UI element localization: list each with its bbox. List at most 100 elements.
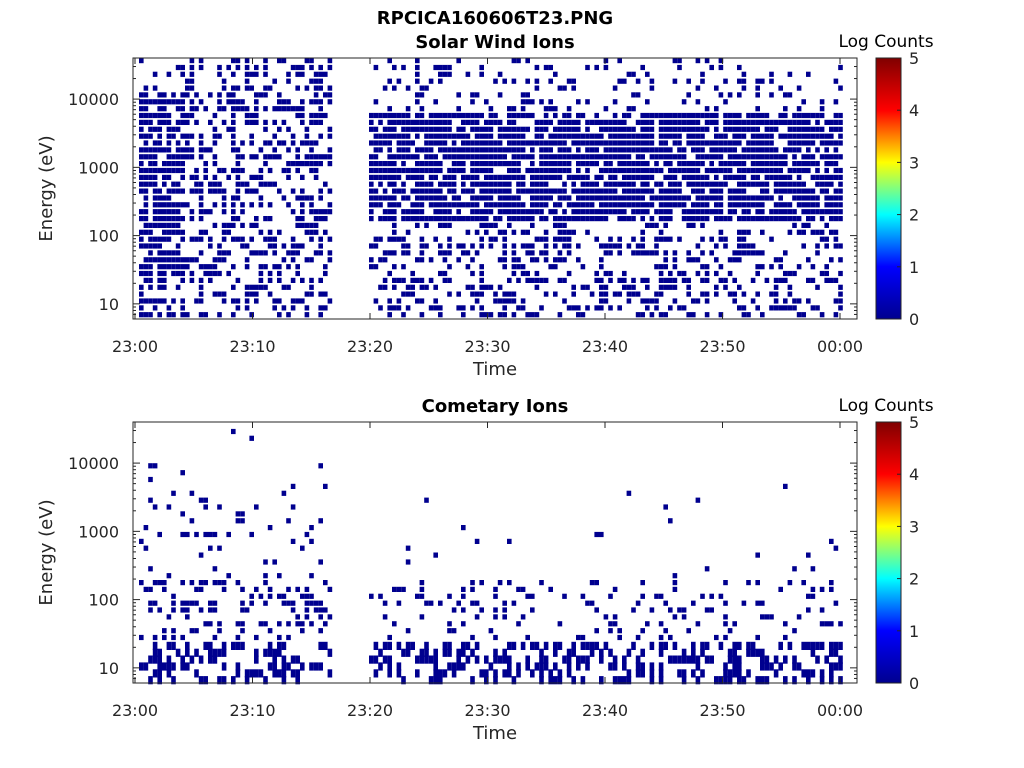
heatmap-cell	[824, 174, 829, 180]
heatmap-cell	[663, 161, 668, 167]
heatmap-cell	[668, 216, 673, 222]
heatmap-cell	[235, 662, 241, 671]
heatmap-cell	[203, 209, 208, 215]
heatmap-cell	[277, 106, 282, 112]
heatmap-cell	[175, 154, 181, 160]
colorbar-tick-label: 0	[909, 674, 919, 693]
heatmap-cell	[557, 250, 563, 256]
heatmap-cell	[580, 133, 586, 139]
heatmap-cell	[382, 195, 388, 201]
heatmap-cell	[258, 195, 264, 201]
heatmap-cell	[520, 264, 526, 270]
heatmap-cell	[838, 284, 843, 290]
heatmap-cell	[663, 222, 668, 228]
heatmap-cell	[755, 112, 760, 119]
heatmap-cell	[304, 222, 310, 228]
heatmap-cell	[171, 133, 176, 139]
heatmap-cell	[428, 154, 434, 160]
heatmap-cell	[263, 85, 268, 91]
heatmap-cell	[249, 112, 254, 119]
heatmap-cell	[304, 133, 310, 139]
heatmap-cell	[760, 161, 765, 167]
heatmap-cell	[695, 209, 701, 215]
heatmap-cell	[741, 154, 747, 160]
heatmap-cell	[548, 188, 553, 194]
heatmap-cell	[580, 655, 586, 664]
heatmap-cell	[543, 126, 549, 132]
heatmap-cell	[309, 277, 314, 283]
heatmap-cell	[451, 662, 457, 671]
heatmap-cell	[143, 140, 149, 146]
heatmap-cell	[415, 119, 420, 125]
heatmap-cell	[709, 140, 714, 146]
heatmap-cell	[157, 202, 162, 208]
heatmap-cell	[474, 133, 480, 139]
heatmap-cell	[681, 147, 687, 153]
heatmap-cell	[594, 531, 599, 538]
heatmap-cell	[672, 202, 678, 208]
heatmap-cell	[318, 463, 323, 469]
heatmap-cell	[465, 188, 471, 194]
heatmap-cell	[396, 119, 402, 125]
heatmap-cell	[741, 161, 747, 167]
heatmap-cell	[750, 147, 756, 153]
heatmap-cell	[640, 580, 645, 586]
heatmap-cell	[539, 133, 544, 139]
heatmap-cell	[166, 236, 172, 242]
heatmap-cell	[442, 222, 448, 228]
heatmap-cell	[272, 662, 277, 671]
heatmap-cell	[465, 284, 471, 290]
heatmap-cell	[244, 607, 250, 613]
heatmap-cell	[497, 174, 503, 180]
heatmap-cell	[157, 648, 162, 657]
heatmap-cell	[493, 222, 498, 228]
heatmap-cell	[695, 161, 701, 167]
heatmap-cell	[594, 147, 599, 153]
heatmap-cell	[714, 270, 719, 277]
heatmap-cell	[479, 264, 484, 270]
heatmap-cell	[635, 669, 641, 678]
heatmap-cell	[562, 126, 567, 132]
heatmap-cell	[622, 78, 627, 84]
heatmap-cell	[433, 154, 438, 160]
heatmap-cell	[415, 58, 420, 64]
heatmap-cell	[617, 277, 622, 283]
heatmap-cell	[382, 600, 388, 606]
heatmap-cell	[815, 167, 820, 174]
heatmap-cell	[290, 250, 296, 256]
heatmap-cell	[525, 58, 530, 64]
heatmap-cell	[755, 181, 760, 187]
heatmap-cell	[530, 312, 535, 318]
heatmap-cell	[714, 195, 719, 201]
heatmap-cell	[686, 112, 691, 119]
heatmap-cell	[709, 607, 714, 613]
heatmap-cell	[548, 264, 553, 270]
heatmap-cell	[392, 188, 397, 194]
heatmap-cell	[488, 202, 494, 208]
heatmap-cell	[258, 284, 264, 290]
heatmap-cell	[773, 119, 779, 125]
heatmap-cell	[493, 174, 498, 180]
heatmap-cell	[235, 634, 241, 641]
heatmap-cell	[442, 209, 448, 215]
heatmap-cell	[511, 147, 517, 153]
heatmap-cell	[166, 147, 172, 153]
heatmap-cell	[704, 181, 710, 187]
heatmap-cell	[589, 600, 595, 606]
heatmap-cell	[769, 119, 774, 125]
heatmap-cell	[704, 291, 710, 297]
heatmap-cell	[608, 202, 613, 208]
heatmap-cell	[677, 140, 682, 146]
heatmap-cell	[654, 250, 659, 256]
heatmap-cell	[461, 167, 466, 174]
heatmap-cell	[737, 195, 742, 201]
heatmap-cell	[548, 99, 553, 105]
heatmap-cell	[313, 167, 319, 174]
heatmap-cell	[189, 85, 195, 91]
heatmap-cell	[723, 621, 728, 627]
heatmap-cell	[249, 188, 254, 194]
heatmap-cell	[369, 188, 374, 194]
heatmap-cell	[221, 188, 227, 194]
heatmap-cell	[396, 586, 402, 592]
heatmap-cell	[612, 662, 618, 671]
